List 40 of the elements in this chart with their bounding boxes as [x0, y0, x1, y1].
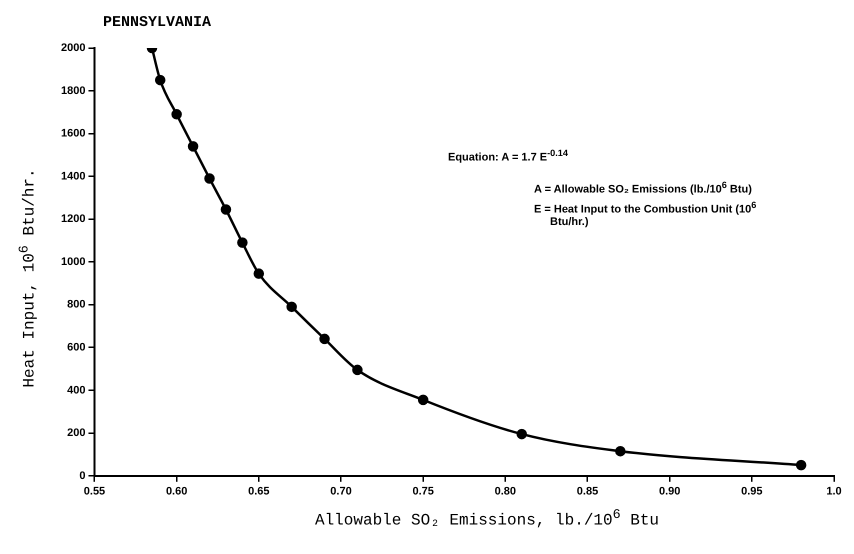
- point: [615, 446, 626, 456]
- x-tick-label: 0.80: [494, 485, 516, 498]
- point: [188, 141, 198, 152]
- point: [220, 204, 232, 215]
- point: [154, 74, 166, 86]
- y-tick-label: 0: [79, 470, 86, 482]
- y-tick-label: 1200: [60, 213, 86, 226]
- point: [286, 302, 297, 312]
- y-tick-label: 400: [67, 384, 86, 396]
- x-tick-label: 0.55: [84, 485, 106, 498]
- x-tick-label: 1.0: [826, 485, 842, 498]
- point: [796, 460, 806, 470]
- annotation: A = Allowable SO₂ Emissions (lb./10$^{6}$ Btu): [534, 180, 752, 196]
- y-tick-label: 1400: [60, 170, 86, 182]
- point: [237, 237, 248, 248]
- y-tick-label: 1800: [60, 84, 86, 97]
- y-tick-label: 200: [67, 427, 86, 440]
- x-tick-label: 0.90: [658, 485, 680, 498]
- x-tick-label: 0.75: [412, 485, 434, 498]
- y-tick-label: 2000: [60, 42, 86, 54]
- x-tick-label: 0.95: [741, 485, 763, 498]
- point: [418, 394, 428, 406]
- point: [254, 268, 264, 279]
- y-tick-label: 800: [67, 298, 86, 311]
- x-axis-title: Allowable SO₂ Emissions, lb./10$^{6}$ Btu: [314, 508, 660, 530]
- y-tick-label: 1600: [60, 128, 86, 140]
- x-tick-label: 0.70: [330, 485, 352, 498]
- x-tick-label: 0.60: [166, 485, 188, 498]
- x-tick-label: 0.65: [248, 485, 270, 498]
- point: [352, 364, 363, 376]
- text: E = Heat Input to the Combustion Unit (10$^{6}$ Btu/hr.): [534, 200, 756, 228]
- point: [516, 428, 528, 440]
- x-tick-label: 0.85: [576, 485, 598, 498]
- point: [204, 173, 215, 184]
- chart-title: PENNSYLVANIA: [103, 14, 212, 31]
- point: [319, 334, 330, 344]
- point: [171, 109, 182, 120]
- y-tick-label: 1000: [60, 256, 86, 268]
- y-tick-label: 600: [67, 341, 86, 354]
- annotation: Equation: A = 1.7 E$^{-0.14}$: [448, 148, 568, 164]
